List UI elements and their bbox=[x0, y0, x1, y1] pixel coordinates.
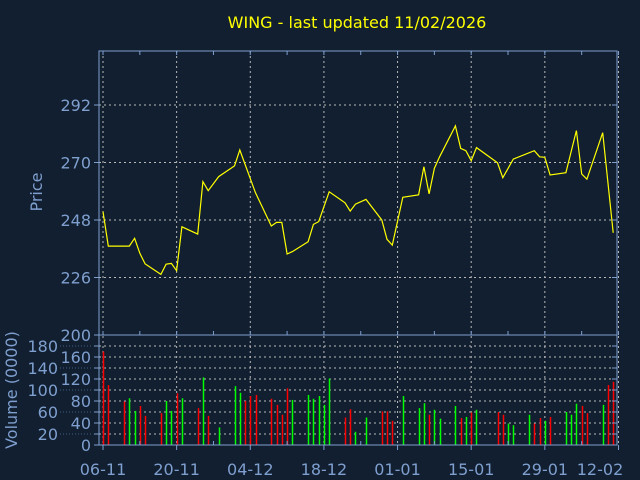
volume-tick-label: 180 bbox=[27, 337, 58, 356]
x-tick-label: 29-01 bbox=[522, 460, 569, 479]
price-line bbox=[102, 124, 614, 276]
price-tick-label: 270 bbox=[60, 154, 91, 173]
volume-tick-label: 0 bbox=[81, 436, 91, 455]
volume-tick-label: 80 bbox=[71, 392, 91, 411]
volume-tick-label: 60 bbox=[38, 403, 58, 422]
volume-tick-label: 40 bbox=[71, 414, 91, 433]
volume-tick-label: 140 bbox=[27, 359, 58, 378]
axes: 06-11 20-11 04-12 18-12 01-01 15-01 29-01 12-02… bbox=[27, 50, 624, 479]
price-line-group bbox=[102, 124, 614, 276]
x-tick-label: 20-11 bbox=[153, 460, 200, 479]
x-tick-label: 01-01 bbox=[374, 460, 421, 479]
volume-tick-label: 20 bbox=[38, 425, 58, 444]
volume-axis-label: Volume (0000) bbox=[2, 331, 21, 449]
price-tick-label: 292 bbox=[60, 96, 91, 115]
x-tick-label: 04-12 bbox=[227, 460, 274, 479]
x-tick-label: 12-02 bbox=[577, 460, 624, 479]
volume-tick-label: 160 bbox=[60, 348, 91, 367]
x-tick-label: 15-01 bbox=[448, 460, 495, 479]
grid-lines bbox=[99, 51, 619, 445]
chart-title: WING - last updated 11/02/2026 bbox=[228, 13, 487, 32]
volume-tick-label: 100 bbox=[27, 381, 58, 400]
volume-tick-label: 120 bbox=[60, 370, 91, 389]
price-axis-label: Price bbox=[27, 172, 46, 211]
volume-tick-label: 200 bbox=[60, 326, 91, 345]
x-tick-label: 06-11 bbox=[80, 460, 127, 479]
volume-bars bbox=[102, 351, 615, 445]
price-tick-label: 226 bbox=[60, 269, 91, 288]
x-tick-label: 18-12 bbox=[301, 460, 348, 479]
volume-panel-frame bbox=[98, 334, 618, 446]
price-tick-label: 248 bbox=[60, 211, 91, 230]
